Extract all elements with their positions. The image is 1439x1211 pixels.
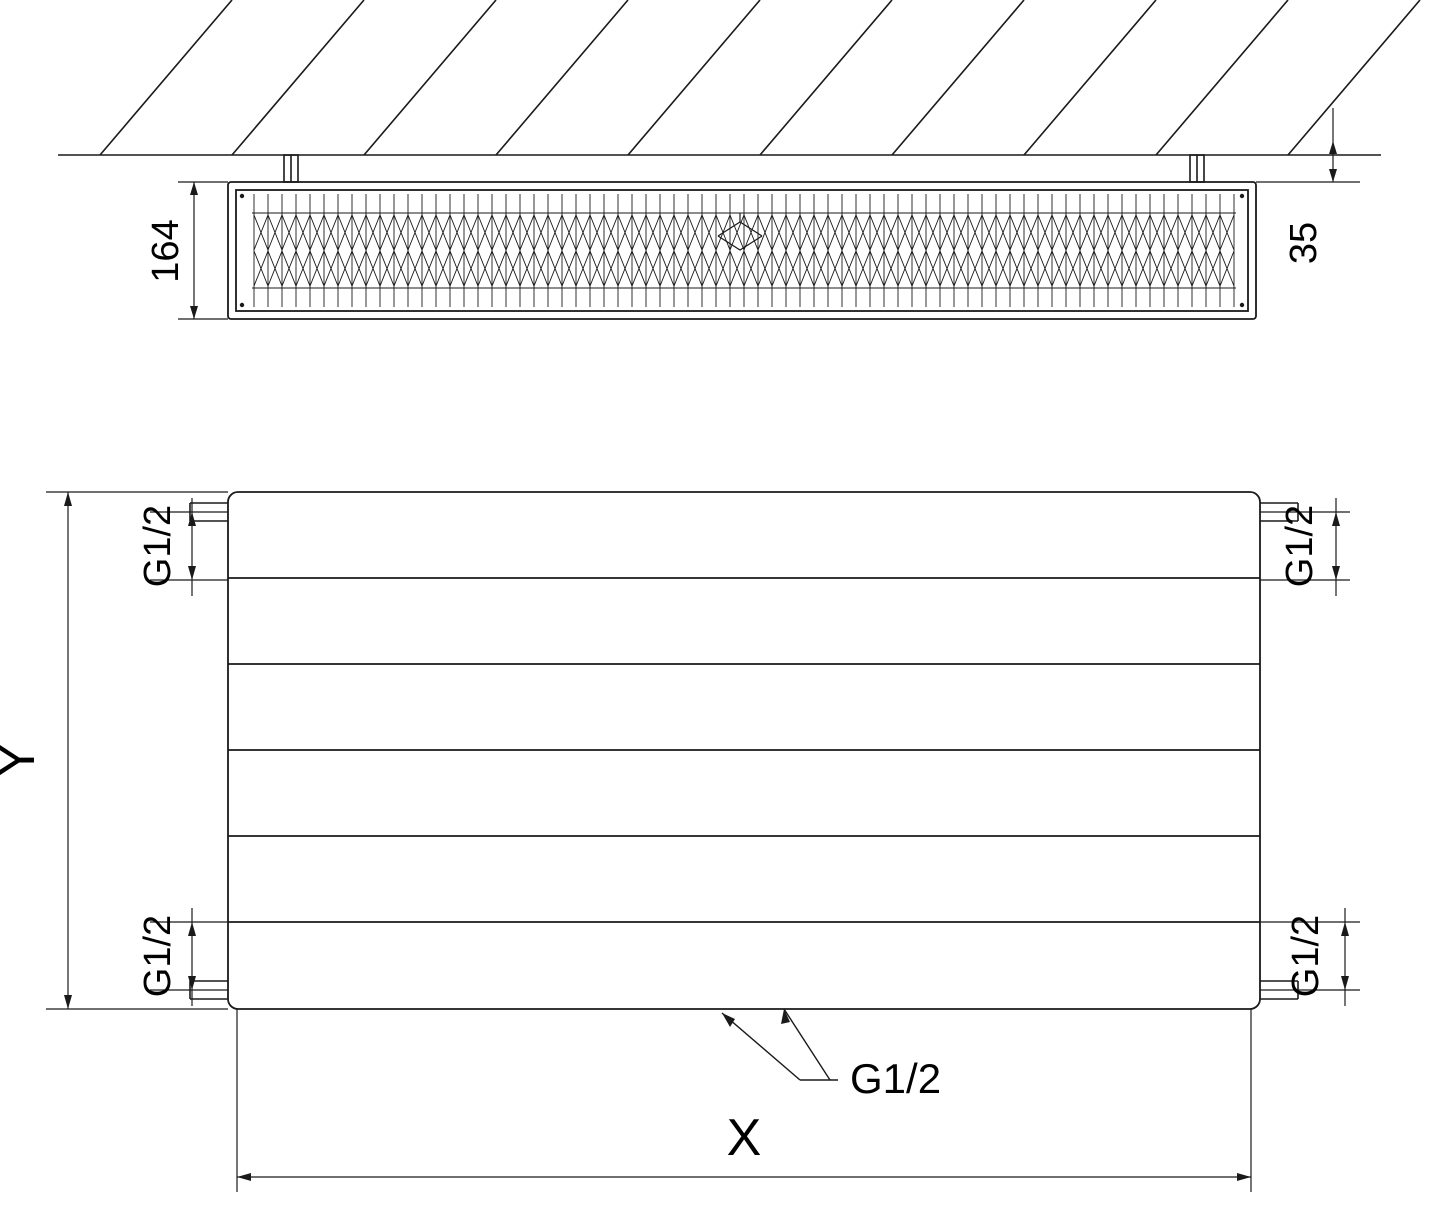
dimension-g12-bottom-left	[150, 908, 228, 1006]
g12-bottom-left-label: G1/2	[137, 915, 179, 997]
dimension-g12-top-right	[1260, 498, 1350, 596]
dimension-Y	[46, 491, 228, 1010]
dimension-X-label: X	[727, 1109, 762, 1167]
fin-center-lines	[252, 212, 1236, 289]
center-detail	[717, 213, 763, 251]
g12-top-right-label: G1/2	[1279, 505, 1321, 587]
wall-hatching	[58, 0, 1421, 156]
convector-fins	[252, 194, 1236, 307]
g12-bottom-right-label: G1/2	[1285, 915, 1327, 997]
dimension-35	[1256, 108, 1360, 183]
g12-center-label: G1/2	[850, 1055, 941, 1102]
wall-brackets	[283, 154, 1205, 183]
fin-zigzag-lower	[253, 249, 1235, 288]
dimension-Y-label: Y	[0, 743, 46, 778]
leader-lines-g12-center	[721, 1008, 838, 1081]
g12-top-left-label: G1/2	[137, 505, 179, 587]
dimension-X	[236, 1009, 1252, 1192]
radiator-section-body	[227, 181, 1257, 320]
end-plate-details	[239, 193, 1245, 308]
front-view-grooves	[228, 577, 1260, 923]
dimension-35-label: 35	[1283, 222, 1325, 264]
dimension-g12-top-left	[150, 498, 228, 596]
dimension-g12-bottom-right	[1260, 908, 1360, 1006]
dimension-164	[178, 181, 228, 320]
dimension-164-label: 164	[145, 219, 187, 282]
